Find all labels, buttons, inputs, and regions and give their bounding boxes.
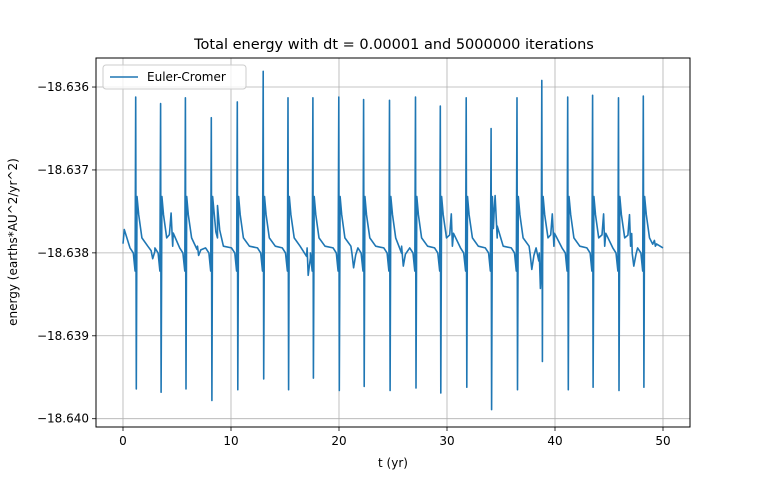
x-tick-label: 10 [223, 434, 238, 448]
legend-box [102, 64, 247, 90]
x-tick-label: 30 [439, 434, 454, 448]
y-tick-label: −18.639 [37, 329, 89, 343]
y-tick-label: −18.640 [37, 412, 89, 426]
x-axis-label: t (yr) [378, 456, 408, 470]
y-tick-label: −18.638 [37, 246, 89, 260]
y-tick-label: −18.636 [37, 80, 89, 94]
chart-title: Total energy with dt = 0.00001 and 50000… [193, 37, 594, 53]
axes-frame [95, 57, 691, 428]
y-axis-label: energy (earths*AU^2/yr^2) [6, 158, 20, 326]
y-axis: −18.636 −18.637 −18.638 −18.639 −18.640 [37, 80, 96, 426]
series-line-euler-cromer [122, 70, 664, 411]
x-tick-label: 50 [655, 434, 670, 448]
legend-label: Euler-Cromer [147, 70, 226, 84]
plot-area [122, 70, 664, 411]
y-tick-label: −18.637 [37, 163, 89, 177]
x-tick-label: 20 [331, 434, 346, 448]
x-axis: 0 10 20 30 40 50 [119, 427, 671, 448]
x-tick-label: 40 [547, 434, 562, 448]
legend: Euler-Cromer [102, 64, 247, 90]
x-tick-label: 0 [119, 434, 127, 448]
